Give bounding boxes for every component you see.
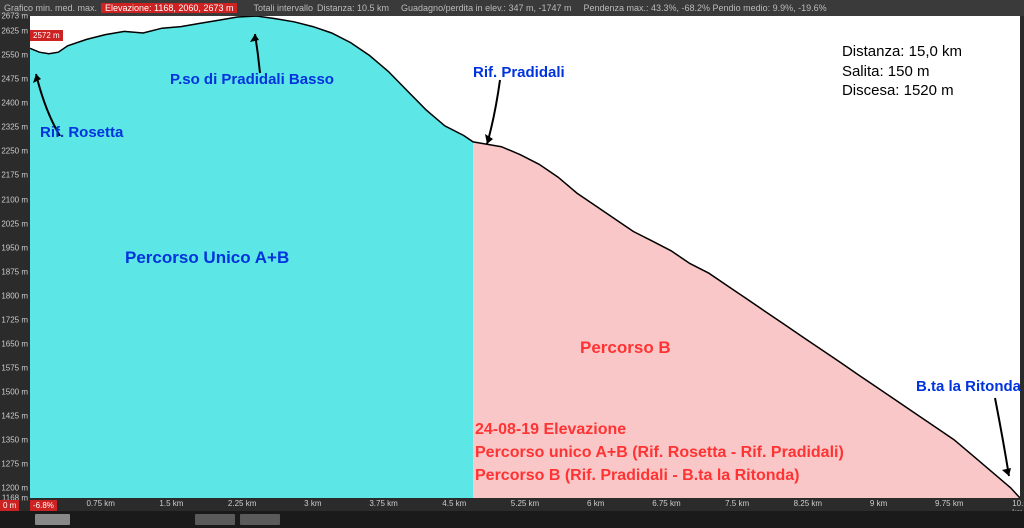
- chart-area: Rif. Rosetta P.so di Pradidali Basso Rif…: [30, 16, 1020, 498]
- x-tick: 0.75 km: [86, 499, 114, 508]
- taskbar: [0, 511, 1024, 528]
- wp-ritonda: B.ta la Ritonda: [916, 378, 1021, 395]
- x-tick: 7.5 km: [725, 499, 749, 508]
- stat-discesa: Discesa: 1520 m: [842, 81, 962, 101]
- stat-distanza: Distanza: 15,0 km: [842, 42, 962, 62]
- taskbar-item[interactable]: [35, 514, 70, 525]
- y-tick: 2625 m: [1, 27, 28, 36]
- taskbar-item[interactable]: [195, 514, 235, 525]
- y-tick: 2475 m: [1, 75, 28, 84]
- y-tick: 1950 m: [1, 243, 28, 252]
- y-tick: 2100 m: [1, 195, 28, 204]
- x-tick: 6.75 km: [652, 499, 680, 508]
- y-tick: 1500 m: [1, 387, 28, 396]
- x-tick: 9 km: [870, 499, 887, 508]
- y-tick: 1800 m: [1, 291, 28, 300]
- x-axis: 0.75 km 1.5 km 2.25 km 3 km 3.75 km 4.5 km 5.2…: [30, 498, 1020, 511]
- x-tick: 3 km: [304, 499, 321, 508]
- y-tick: 2550 m: [1, 51, 28, 60]
- x-tick: 9.75 km: [935, 499, 963, 508]
- section-B-label: Percorso B: [580, 338, 671, 358]
- x-tick: 6 km: [587, 499, 604, 508]
- y-tick: 2250 m: [1, 147, 28, 156]
- slope-badge: -6.8%: [30, 500, 57, 511]
- stats-box: Distanza: 15,0 km Salita: 150 m Discesa:…: [842, 42, 962, 101]
- y-tick: 2025 m: [1, 219, 28, 228]
- wp-rosetta: Rif. Rosetta: [40, 124, 123, 141]
- section-A-label: Percorso Unico A+B: [125, 248, 289, 268]
- totals-label: Totali intervallo: [253, 3, 313, 13]
- x-tick: 1.5 km: [159, 499, 183, 508]
- x-tick: 8.25 km: [794, 499, 822, 508]
- y-tick: 1425 m: [1, 411, 28, 420]
- y-tick: 1650 m: [1, 339, 28, 348]
- y-tick: 2325 m: [1, 123, 28, 132]
- wp-pradidali: Rif. Pradidali: [473, 64, 565, 81]
- footer-line3: Percorso B (Rif. Pradidali - B.ta la Rit…: [475, 467, 800, 485]
- y-tick: 1275 m: [1, 459, 28, 468]
- stat-salita: Salita: 150 m: [842, 62, 962, 82]
- y-tick: 2175 m: [1, 171, 28, 180]
- header-distanza: Distanza: 10.5 km: [317, 3, 389, 13]
- header-pendmax: Pendenza max.: 43.3%, -68.2% Pendio medi…: [583, 3, 826, 13]
- y-tick: 2400 m: [1, 99, 28, 108]
- y-tick: 1350 m: [1, 435, 28, 444]
- zero-km-badge: 0 m: [0, 500, 19, 511]
- x-tick: 4.5 km: [442, 499, 466, 508]
- x-tick: 3.75 km: [369, 499, 397, 508]
- footer-line1: 24-08-19 Elevazione: [475, 421, 626, 439]
- wp-pradidali-basso: P.so di Pradidali Basso: [170, 71, 334, 88]
- arrow-pradidali: [475, 76, 525, 156]
- y-tick: 1200 m: [1, 483, 28, 492]
- y-tick: 1725 m: [1, 315, 28, 324]
- header-gainloss: Guadagno/perdita in elev.: 347 m, -1747 …: [401, 3, 571, 13]
- elev-badge: Elevazione: 1168, 2060, 2673 m: [101, 3, 237, 13]
- y-tick: 1575 m: [1, 363, 28, 372]
- footer-line2: Percorso unico A+B (Rif. Rosetta - Rif. …: [475, 444, 844, 462]
- start-elev-badge: 2572 m: [30, 30, 63, 41]
- header-bar: Grafico min. med. max. Elevazione: 1168,…: [0, 0, 1024, 16]
- y-tick: 1875 m: [1, 267, 28, 276]
- x-tick: 5.25 km: [511, 499, 539, 508]
- y-axis: 1168 m1200 m1275 m1350 m1425 m1500 m1575…: [0, 16, 30, 498]
- taskbar-item[interactable]: [240, 514, 280, 525]
- x-tick: 2.25 km: [228, 499, 256, 508]
- y-tick: 2673 m: [1, 12, 28, 21]
- arrow-ritonda: [985, 394, 1024, 484]
